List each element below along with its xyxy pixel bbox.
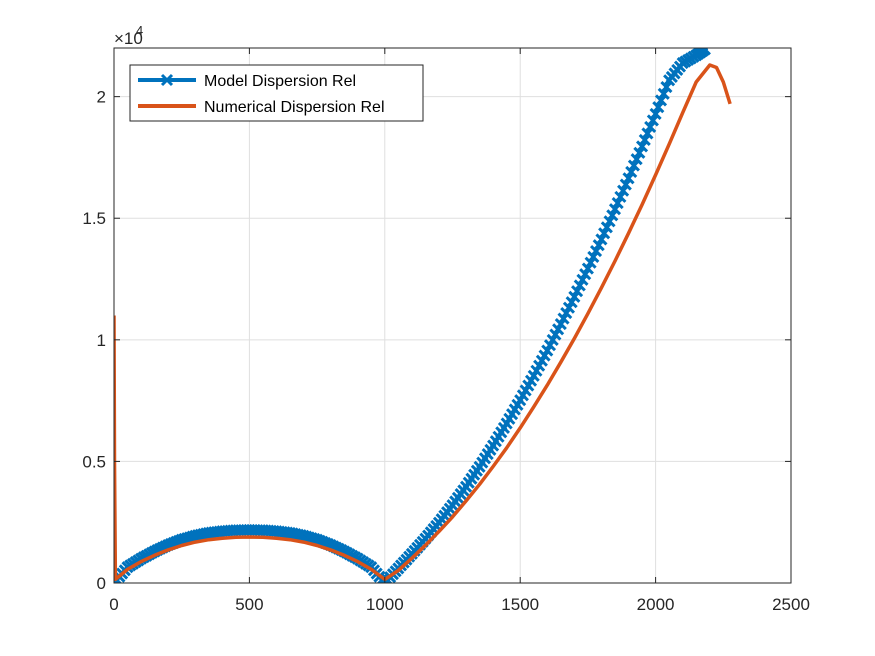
legend-label-model: Model Dispersion Rel: [204, 73, 356, 90]
legend-marker-model: [160, 73, 174, 87]
model-point-marker: [646, 114, 659, 127]
model-point-marker: [652, 101, 665, 114]
x-tick-label: 2500: [772, 595, 810, 614]
model-point-marker: [619, 178, 632, 191]
series-line-numerical: [114, 63, 732, 582]
axes-layer: [113, 47, 792, 584]
model-point-marker: [657, 87, 670, 100]
series-line-model: [114, 48, 709, 583]
model-point-marker: [625, 165, 638, 179]
y-tick-label: 2: [97, 88, 106, 107]
y-exponent-power: 4: [136, 23, 143, 38]
series-markers-model: [114, 48, 711, 583]
x-tick-label: 0: [109, 595, 118, 614]
tick-label-layer: 0 500 1000 1500 2000 2500 0 0.5 1 1.5 2: [82, 88, 810, 614]
model-point-marker: [638, 133, 651, 147]
x-tick-label: 500: [235, 595, 263, 614]
model-point-marker: [698, 48, 711, 56]
model-point-marker: [608, 203, 622, 216]
x-tick-label: 2000: [637, 595, 675, 614]
model-point-marker: [617, 184, 630, 197]
y-tick-label: 1: [97, 331, 106, 350]
model-point-marker: [635, 140, 649, 153]
model-point-marker: [654, 94, 668, 107]
legend-x-marker: [160, 73, 174, 87]
y-tick-label: 0.5: [82, 452, 106, 471]
model-point-marker: [660, 80, 673, 94]
axes-box: [113, 47, 792, 584]
y-exponent-label: ×10 4: [114, 23, 143, 48]
model-point-marker: [622, 172, 635, 185]
x-tick-label: 1500: [501, 595, 539, 614]
model-point-marker: [614, 190, 627, 203]
y-tick-label: 1.5: [82, 209, 106, 228]
model-point-marker: [611, 196, 624, 210]
series-layer: [114, 48, 732, 583]
model-point-marker: [641, 127, 654, 140]
legend-box: [129, 64, 424, 122]
legend-label-numerical: Numerical Dispersion Rel: [204, 99, 385, 116]
y-exponent-base: ×10: [114, 29, 143, 48]
model-point-marker: [633, 146, 646, 159]
model-point-marker: [649, 107, 662, 120]
model-point-marker: [630, 153, 643, 166]
model-point-marker: [627, 159, 640, 172]
model-point-marker: [644, 120, 657, 133]
y-tick-label: 0: [97, 574, 106, 593]
legend: Model Dispersion Rel Numerical Dispersio…: [129, 64, 424, 122]
x-tick-label: 1000: [366, 595, 404, 614]
